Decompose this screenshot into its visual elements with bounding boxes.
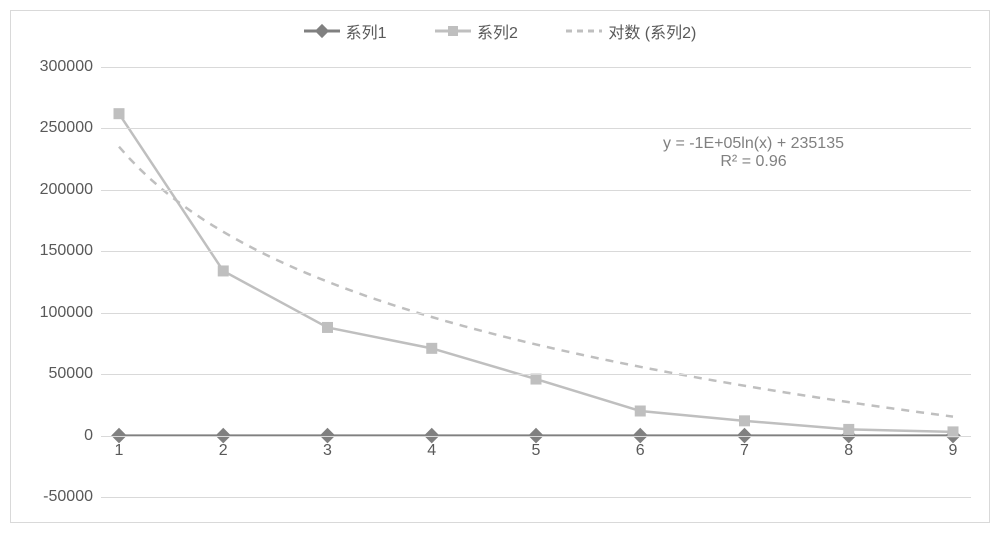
legend-item-series2: 系列2 (435, 19, 518, 43)
gridline (101, 374, 971, 375)
legend-label: 系列2 (477, 19, 518, 43)
x-axis-tick-label: 7 (740, 442, 749, 460)
equation-text: y = -1E+05ln(x) + 235135 (663, 135, 844, 153)
x-axis-tick-label: 4 (427, 442, 436, 460)
gridline (101, 251, 971, 252)
y-axis-tick-label: 300000 (40, 58, 93, 76)
gridline (101, 67, 971, 68)
x-axis-tick-label: 1 (115, 442, 124, 460)
legend-swatch-trendline (566, 23, 602, 39)
gridline (101, 128, 971, 129)
y-axis-tick-label: -50000 (43, 488, 93, 506)
legend-swatch-series2 (435, 23, 471, 39)
x-axis-tick-label: 9 (949, 442, 958, 460)
legend-item-trendline: 对数 (系列2) (566, 19, 696, 43)
x-axis-tick-label: 5 (532, 442, 541, 460)
legend-label: 对数 (系列2) (608, 19, 696, 43)
y-axis-tick-label: 0 (84, 427, 93, 445)
gridline (101, 436, 971, 437)
x-axis-tick-label: 2 (219, 442, 228, 460)
x-axis-tick-label: 6 (636, 442, 645, 460)
gridline (101, 497, 971, 498)
trendline-annotation: y = -1E+05ln(x) + 235135 R² = 0.96 (663, 135, 844, 171)
gridline (101, 313, 971, 314)
legend-item-series1: 系列1 (304, 19, 387, 43)
y-axis-tick-label: 50000 (49, 365, 94, 383)
x-axis-tick-label: 8 (844, 442, 853, 460)
chart-svg (101, 67, 971, 497)
legend: 系列1 系列2 对数 (系列2) (11, 19, 989, 44)
y-axis-tick-label: 250000 (40, 119, 93, 137)
r-squared-text: R² = 0.96 (663, 153, 844, 171)
plot-area: y = -1E+05ln(x) + 235135 R² = 0.96 -5000… (101, 67, 971, 497)
y-axis-tick-label: 200000 (40, 181, 93, 199)
gridline (101, 190, 971, 191)
y-axis-tick-label: 100000 (40, 304, 93, 322)
chart-container: 系列1 系列2 对数 (系列2) y = -1E+05ln(x) + 23513… (10, 10, 990, 523)
legend-swatch-series1 (304, 23, 340, 39)
y-axis-tick-label: 150000 (40, 242, 93, 260)
x-axis-tick-label: 3 (323, 442, 332, 460)
legend-label: 系列1 (346, 19, 387, 43)
